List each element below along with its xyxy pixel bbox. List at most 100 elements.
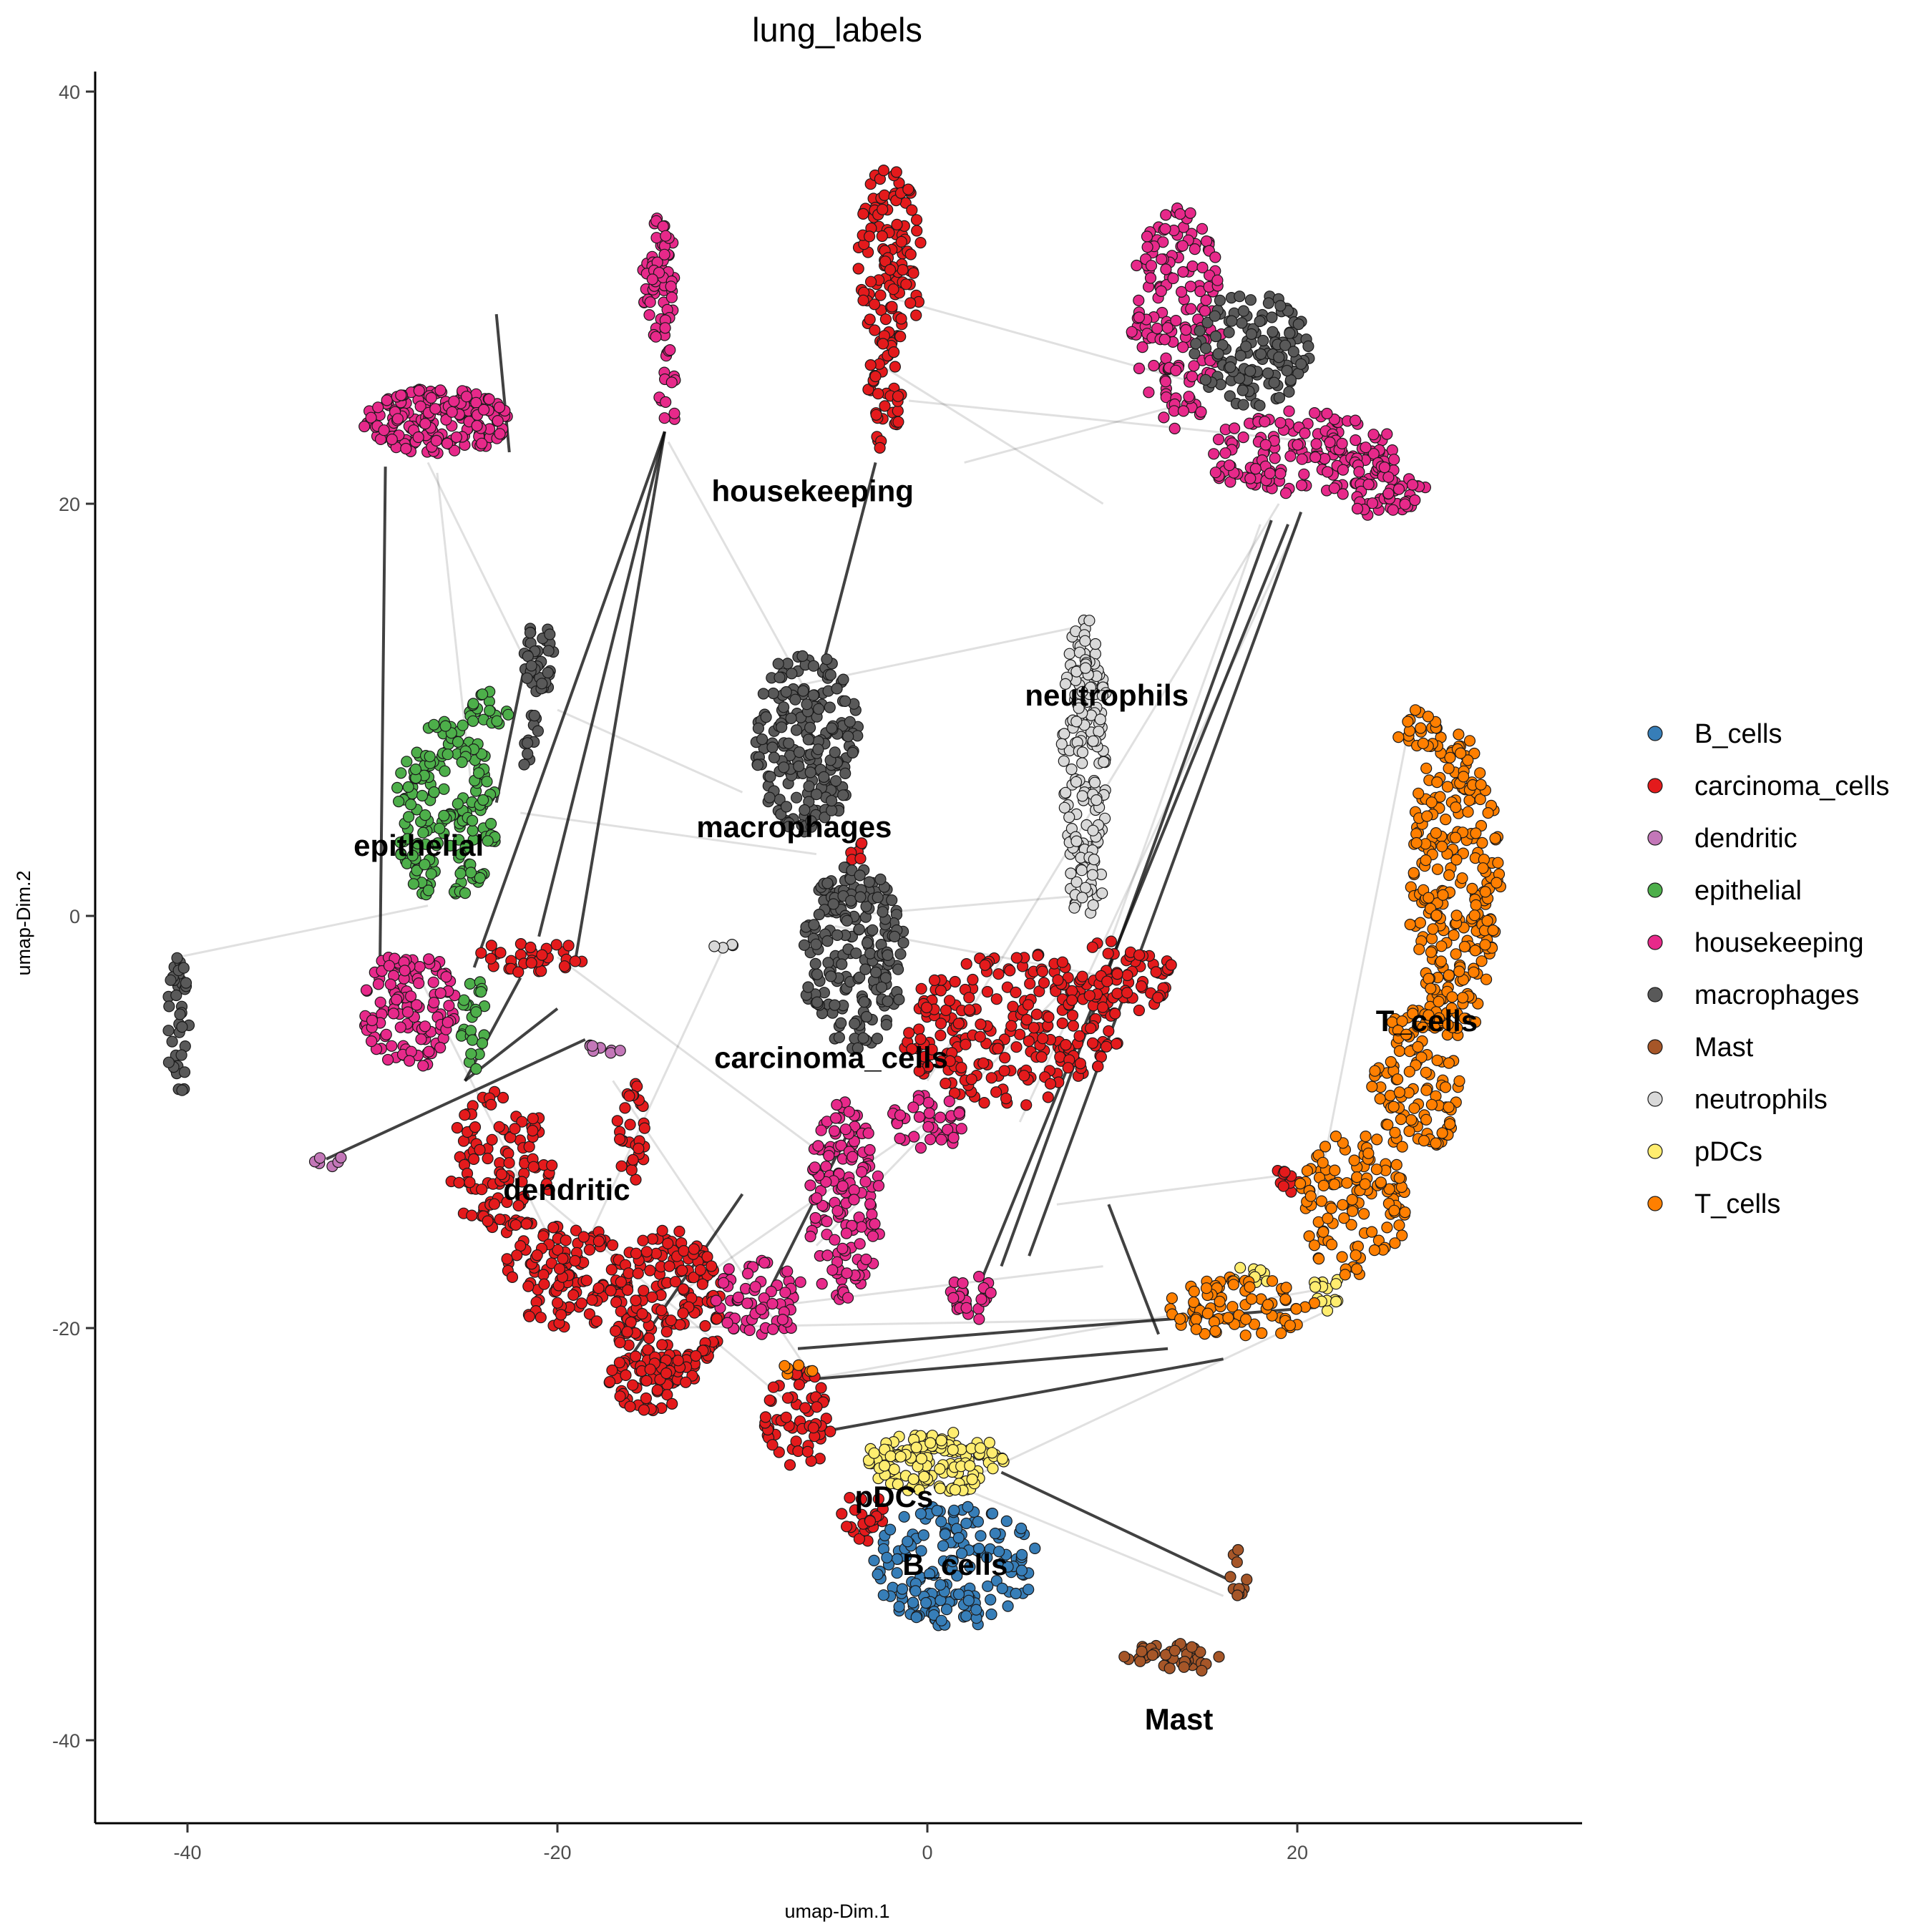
data-point — [785, 712, 797, 725]
data-point — [166, 1035, 178, 1048]
data-point — [868, 298, 881, 311]
data-point — [696, 1278, 708, 1290]
data-point — [372, 978, 385, 990]
legend-swatch — [1647, 1039, 1663, 1055]
data-point — [444, 839, 457, 852]
data-point — [1425, 982, 1437, 995]
data-point — [1457, 992, 1469, 1004]
data-point — [874, 873, 887, 886]
data-point — [999, 1052, 1011, 1064]
cluster-label: T_cells — [1376, 1004, 1478, 1038]
data-point — [1083, 990, 1096, 1002]
data-point — [1160, 263, 1172, 275]
data-point — [470, 1006, 482, 1018]
cluster-label: dendritic — [503, 1173, 630, 1206]
data-point — [859, 963, 872, 975]
data-point — [934, 1482, 947, 1495]
data-point — [467, 698, 479, 710]
data-point — [483, 393, 495, 406]
data-point — [741, 1267, 754, 1280]
data-point — [523, 1141, 535, 1153]
data-point — [484, 817, 497, 830]
data-point — [404, 799, 417, 811]
data-point — [1374, 1093, 1386, 1105]
data-point — [1015, 1548, 1028, 1561]
data-point — [583, 1244, 596, 1256]
data-point — [456, 756, 468, 769]
data-point — [525, 660, 537, 672]
data-point — [1087, 899, 1099, 912]
data-point — [662, 1237, 674, 1249]
data-point — [603, 1375, 616, 1388]
data-point — [660, 396, 672, 409]
data-point — [1450, 801, 1462, 814]
data-point — [894, 1109, 907, 1121]
data-point — [457, 719, 469, 731]
faint-edge — [761, 1265, 1103, 1309]
data-point — [821, 935, 834, 947]
data-point — [776, 721, 788, 733]
data-point — [688, 1243, 700, 1255]
data-point — [1413, 787, 1425, 799]
data-point — [823, 1149, 835, 1162]
data-point — [798, 939, 811, 951]
data-point — [1262, 1299, 1274, 1311]
data-point — [1177, 405, 1190, 417]
data-point — [907, 1596, 919, 1609]
data-point — [1382, 487, 1395, 499]
data-point — [518, 758, 530, 771]
data-point — [1043, 1011, 1055, 1023]
data-point — [452, 798, 464, 810]
data-point — [464, 1025, 477, 1037]
data-point — [1273, 351, 1285, 364]
data-point — [869, 1218, 881, 1230]
data-point — [614, 1390, 626, 1402]
data-point — [1392, 731, 1405, 743]
data-point — [1079, 635, 1091, 647]
data-point — [1163, 1662, 1176, 1674]
data-point — [960, 957, 972, 970]
data-point — [894, 331, 907, 343]
y-axis-title: umap-Dim.2 — [13, 870, 34, 975]
data-point — [1214, 1295, 1226, 1308]
data-point — [1002, 1600, 1014, 1612]
data-point — [1097, 1001, 1109, 1013]
data-point — [655, 1304, 668, 1317]
data-point — [979, 959, 991, 971]
data-point — [1448, 929, 1460, 942]
data-point — [1007, 1000, 1019, 1013]
data-point — [527, 1124, 539, 1137]
data-point — [1378, 461, 1391, 474]
data-point — [1002, 1561, 1014, 1573]
data-point — [656, 1224, 668, 1237]
data-point — [1155, 285, 1167, 297]
data-point — [1076, 757, 1088, 769]
data-point — [438, 783, 450, 795]
data-point — [866, 1208, 878, 1221]
data-point — [557, 1252, 569, 1265]
data-point — [1365, 1226, 1378, 1238]
data-point — [162, 1025, 175, 1037]
data-point — [914, 1508, 927, 1520]
data-point — [1375, 1176, 1387, 1189]
data-point — [763, 791, 776, 804]
data-point — [1487, 924, 1499, 937]
faint-edge — [871, 358, 1104, 505]
data-point — [767, 1323, 779, 1335]
data-point — [836, 1180, 849, 1192]
data-point — [441, 748, 454, 761]
data-point — [990, 1086, 1002, 1098]
data-point — [621, 1326, 633, 1338]
data-point — [464, 977, 477, 990]
data-point — [575, 1297, 587, 1309]
data-point — [962, 1501, 974, 1513]
data-point — [1420, 1113, 1433, 1126]
data-point — [1274, 416, 1287, 429]
data-point — [1223, 326, 1235, 338]
data-point — [677, 1283, 690, 1295]
data-point — [949, 975, 961, 988]
data-point — [890, 166, 902, 178]
data-point — [891, 1567, 903, 1579]
data-point — [509, 1123, 521, 1135]
